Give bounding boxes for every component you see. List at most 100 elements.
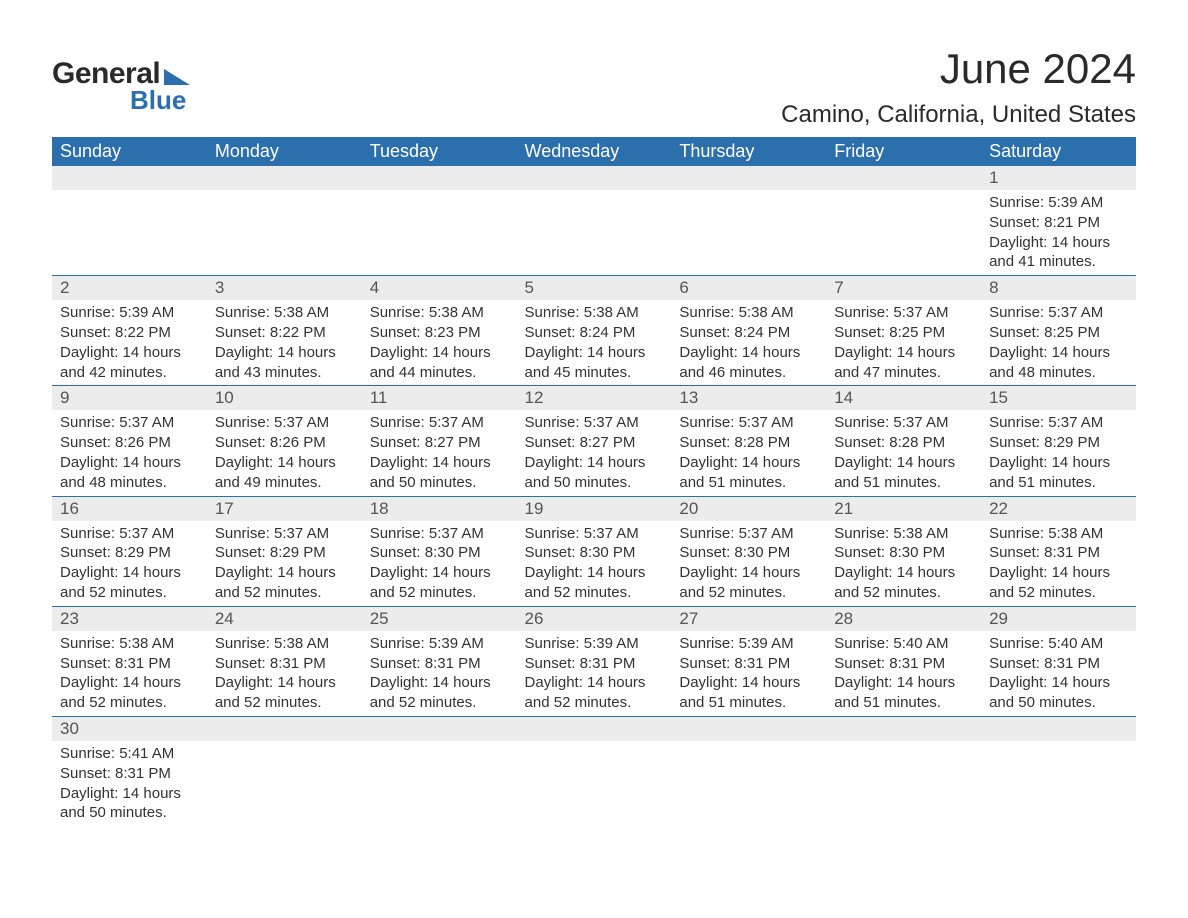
day-cell: 2Sunrise: 5:39 AMSunset: 8:22 PMDaylight… bbox=[52, 276, 207, 386]
day-cell bbox=[207, 166, 362, 276]
daylight-text: Daylight: 14 hours and 52 minutes. bbox=[989, 564, 1110, 601]
page-header: General Blue June 2024 Camino, Californi… bbox=[52, 45, 1136, 129]
day-cell: 26 Sunrise: 5:39 AM Sunset: 8:31 PM Dayligh… bbox=[517, 606, 672, 716]
day-cell: 3Sunrise: 5:38 AMSunset: 8:22 PMDaylight… bbox=[207, 276, 362, 386]
day-body: Sunrise: 5:37 AMSunset: 8:25 PMDaylight:… bbox=[826, 300, 981, 385]
day-cell: 5Sunrise: 5:38 AMSunset: 8:24 PMDaylight… bbox=[517, 276, 672, 386]
day-body: Sunrise: 5:39 AMSunset: 8:21 PMDaylight:… bbox=[981, 190, 1136, 275]
sunrise-text: Sunrise: 5:38 AM bbox=[215, 304, 329, 321]
sunrise-text: Sunrise: 5:37 AM bbox=[989, 414, 1103, 431]
sunset-text: Sunset: 8:24 PM bbox=[679, 324, 790, 341]
day-body bbox=[671, 741, 826, 823]
day-number: 25 bbox=[362, 607, 517, 631]
daylight-text: Daylight: 14 hours and 50 minutes. bbox=[370, 454, 491, 491]
daylight-text: Daylight: 14 hours and 52 minutes. bbox=[525, 674, 646, 711]
daylight-text: Daylight: 14 hours and 50 minutes. bbox=[525, 454, 646, 491]
day-number: 19 bbox=[517, 497, 672, 521]
day-number: 22 bbox=[981, 497, 1136, 521]
day-cell: 30Sunrise: 5:41 AMSunset: 8:31 PMDayligh… bbox=[52, 716, 207, 826]
daylight-text: Daylight: 14 hours and 50 minutes. bbox=[989, 674, 1110, 711]
daylight-text: Daylight: 14 hours and 48 minutes. bbox=[60, 454, 181, 491]
day-body: Sunrise: 5:39 AMSunset: 8:31 PMDaylight:… bbox=[671, 631, 826, 716]
day-body bbox=[826, 741, 981, 823]
day-cell: 12Sunrise: 5:37 AMSunset: 8:27 PMDayligh… bbox=[517, 386, 672, 496]
daylight-text: Daylight: 14 hours and 50 minutes. bbox=[60, 785, 181, 822]
day-body bbox=[52, 190, 207, 272]
day-number: 10 bbox=[207, 386, 362, 410]
day-cell: 14Sunrise: 5:37 AMSunset: 8:28 PMDayligh… bbox=[826, 386, 981, 496]
sunrise-text: Sunrise: 5:38 AM bbox=[679, 304, 793, 321]
day-number: 26 bbox=[517, 607, 672, 631]
sunset-text: Sunset: 8:31 PM bbox=[60, 765, 171, 782]
sunrise-text: Sunrise: 5:37 AM bbox=[679, 525, 793, 542]
sunrise-text: Sunrise: 5:39 AM bbox=[989, 194, 1103, 211]
daylight-text: Daylight: 14 hours and 44 minutes. bbox=[370, 344, 491, 381]
day-body: Sunrise: 5:39 AM Sunset: 8:31 PM Daylight:… bbox=[517, 631, 672, 716]
day-number: 21 bbox=[826, 497, 981, 521]
daylight-text: Daylight: 14 hours and 51 minutes. bbox=[834, 674, 955, 711]
sunrise-text: Sunrise: 5:37 AM bbox=[60, 414, 174, 431]
day-body: Sunrise: 5:37 AMSunset: 8:30 PMDaylight:… bbox=[517, 521, 672, 606]
day-number: 3 bbox=[207, 276, 362, 300]
day-cell bbox=[826, 166, 981, 276]
day-body: Sunrise: 5:37 AMSunset: 8:25 PMDaylight:… bbox=[981, 300, 1136, 385]
sunset-text: Sunset: 8:31 PM bbox=[679, 655, 790, 672]
day-body: Sunrise: 5:39 AMSunset: 8:22 PMDaylight:… bbox=[52, 300, 207, 385]
sunset-text: Sunset: 8:31 PM bbox=[60, 655, 171, 672]
sunrise-text: Sunrise: 5:39 AM bbox=[679, 635, 793, 652]
day-cell: 4Sunrise: 5:38 AMSunset: 8:23 PMDaylight… bbox=[362, 276, 517, 386]
day-cell: 16Sunrise: 5:37 AMSunset: 8:29 PMDayligh… bbox=[52, 496, 207, 606]
day-number bbox=[981, 717, 1136, 741]
day-number: 1 bbox=[981, 166, 1136, 190]
weekday-header: Friday bbox=[826, 137, 981, 166]
sunset-text: Sunset: 8:31 PM bbox=[215, 655, 326, 672]
daylight-text: Daylight: 14 hours and 47 minutes. bbox=[834, 344, 955, 381]
day-cell: 10Sunrise: 5:37 AMSunset: 8:26 PMDayligh… bbox=[207, 386, 362, 496]
sunrise-text: Sunrise: 5:38 AM bbox=[989, 525, 1103, 542]
sunrise-text: Sunrise: 5:37 AM bbox=[834, 414, 948, 431]
day-cell: 9Sunrise: 5:37 AMSunset: 8:26 PMDaylight… bbox=[52, 386, 207, 496]
day-number: 28 bbox=[826, 607, 981, 631]
day-body bbox=[671, 190, 826, 272]
day-number bbox=[517, 166, 672, 190]
weekday-header: Wednesday bbox=[517, 137, 672, 166]
sunrise-text: Sunrise: 5:38 AM bbox=[525, 304, 639, 321]
day-body: Sunrise: 5:37 AMSunset: 8:30 PMDaylight:… bbox=[671, 521, 826, 606]
day-body: Sunrise: 5:38 AMSunset: 8:23 PMDaylight:… bbox=[362, 300, 517, 385]
sunrise-text: Sunrise: 5:40 AM bbox=[989, 635, 1103, 652]
daylight-text: Daylight: 14 hours and 52 minutes. bbox=[215, 564, 336, 601]
daylight-text: Daylight: 14 hours and 46 minutes. bbox=[679, 344, 800, 381]
sunset-text: Sunset: 8:31 PM bbox=[989, 655, 1100, 672]
day-number: 7 bbox=[826, 276, 981, 300]
week-row: 16Sunrise: 5:37 AMSunset: 8:29 PMDayligh… bbox=[52, 496, 1136, 606]
day-cell bbox=[52, 166, 207, 276]
day-number: 8 bbox=[981, 276, 1136, 300]
day-number: 9 bbox=[52, 386, 207, 410]
title-block: June 2024 Camino, California, United Sta… bbox=[781, 45, 1136, 129]
daylight-text: Daylight: 14 hours and 42 minutes. bbox=[60, 344, 181, 381]
week-row: 30Sunrise: 5:41 AMSunset: 8:31 PMDayligh… bbox=[52, 716, 1136, 826]
sunset-text: Sunset: 8:25 PM bbox=[834, 324, 945, 341]
sunset-text: Sunset: 8:31 PM bbox=[525, 655, 636, 672]
sunset-text: Sunset: 8:30 PM bbox=[679, 544, 790, 561]
day-cell: 11Sunrise: 5:37 AMSunset: 8:27 PMDayligh… bbox=[362, 386, 517, 496]
day-number: 12 bbox=[517, 386, 672, 410]
sunset-text: Sunset: 8:25 PM bbox=[989, 324, 1100, 341]
daylight-text: Daylight: 14 hours and 43 minutes. bbox=[215, 344, 336, 381]
weekday-header: Saturday bbox=[981, 137, 1136, 166]
sunrise-text: Sunrise: 5:39 AM bbox=[525, 635, 639, 652]
weekday-header: Monday bbox=[207, 137, 362, 166]
day-cell: 27Sunrise: 5:39 AMSunset: 8:31 PMDayligh… bbox=[671, 606, 826, 716]
sunset-text: Sunset: 8:28 PM bbox=[834, 434, 945, 451]
day-number: 23 bbox=[52, 607, 207, 631]
day-body bbox=[517, 190, 672, 272]
daylight-text: Daylight: 14 hours and 52 minutes. bbox=[60, 674, 181, 711]
calendar-table: SundayMondayTuesdayWednesdayThursdayFrid… bbox=[52, 137, 1136, 826]
logo-text-blue: Blue bbox=[130, 85, 190, 116]
day-number: 2 bbox=[52, 276, 207, 300]
day-number bbox=[826, 166, 981, 190]
day-body bbox=[207, 741, 362, 823]
day-number bbox=[517, 717, 672, 741]
day-cell: 15Sunrise: 5:37 AMSunset: 8:29 PMDayligh… bbox=[981, 386, 1136, 496]
sunset-text: Sunset: 8:27 PM bbox=[525, 434, 636, 451]
